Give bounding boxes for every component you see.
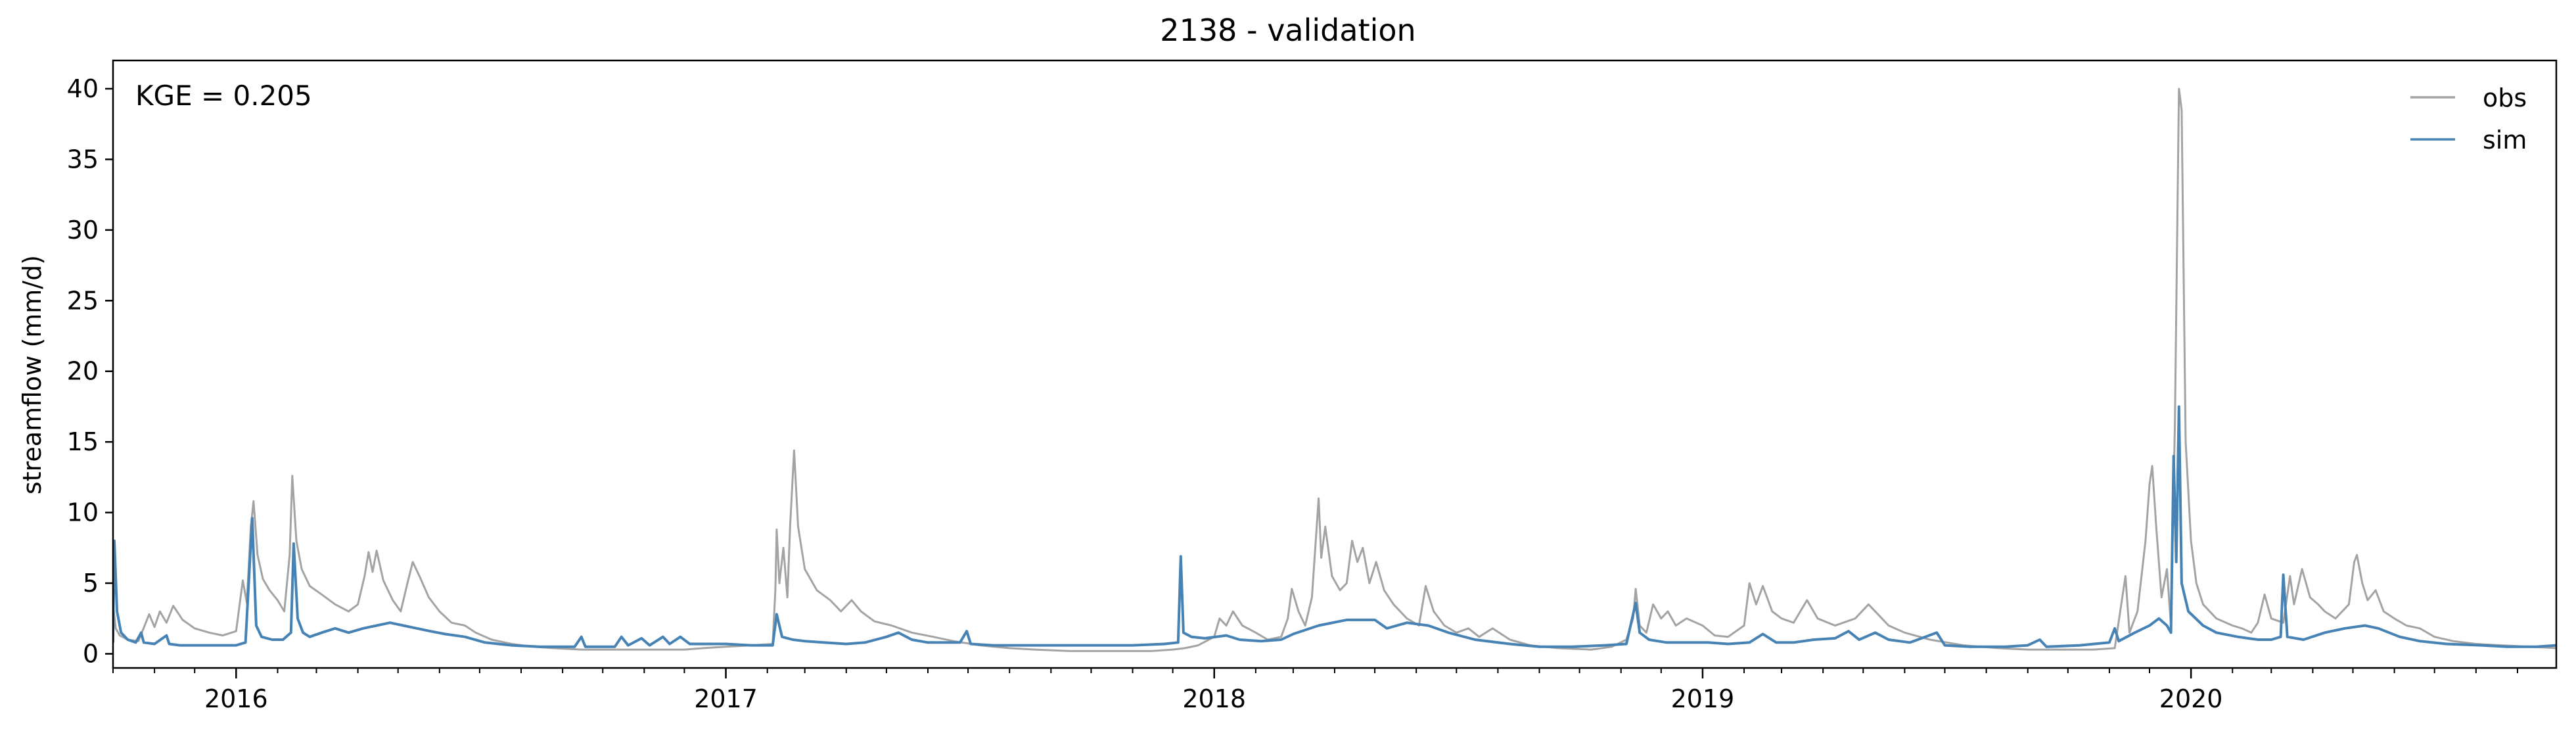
y-tick-label-35: 35 bbox=[67, 145, 99, 174]
chart-title: 2138 - validation bbox=[1160, 12, 1415, 48]
y-tick-label-25: 25 bbox=[67, 286, 99, 315]
legend: obs sim bbox=[2410, 83, 2527, 154]
series-layer bbox=[113, 87, 2556, 652]
legend-label-obs: obs bbox=[2483, 83, 2527, 112]
x-tick-label-2016: 2016 bbox=[204, 684, 268, 713]
y-tick-label-20: 20 bbox=[67, 357, 99, 386]
y-tick-label-5: 5 bbox=[83, 569, 99, 598]
y-tick-label-40: 40 bbox=[67, 74, 99, 103]
kge-annotation: KGE = 0.205 bbox=[135, 80, 312, 112]
x-tick-label-2018: 2018 bbox=[1182, 684, 1246, 713]
y-tick-label-10: 10 bbox=[67, 498, 99, 527]
series-line-sim bbox=[113, 405, 2556, 648]
y-axis-ticks: 0 5 10 15 20 25 30 35 40 bbox=[67, 74, 113, 669]
y-axis-label: streamflow (mm/d) bbox=[18, 255, 47, 494]
x-axis-ticks: 2016 2017 2018 2019 2020 bbox=[112, 668, 2518, 713]
y-tick-label-0: 0 bbox=[83, 640, 99, 669]
y-tick-label-15: 15 bbox=[67, 427, 99, 456]
series-line-obs bbox=[113, 87, 2556, 652]
x-tick-label-2020: 2020 bbox=[2159, 684, 2223, 713]
y-tick-label-30: 30 bbox=[67, 216, 99, 245]
plot-area: 0 5 10 15 20 25 30 35 40 2016 2017 2018 2019 2020 bbox=[67, 59, 2558, 713]
x-tick-label-2017: 2017 bbox=[694, 684, 758, 713]
legend-label-sim: sim bbox=[2483, 126, 2527, 154]
x-tick-label-2019: 2019 bbox=[1671, 684, 1735, 713]
